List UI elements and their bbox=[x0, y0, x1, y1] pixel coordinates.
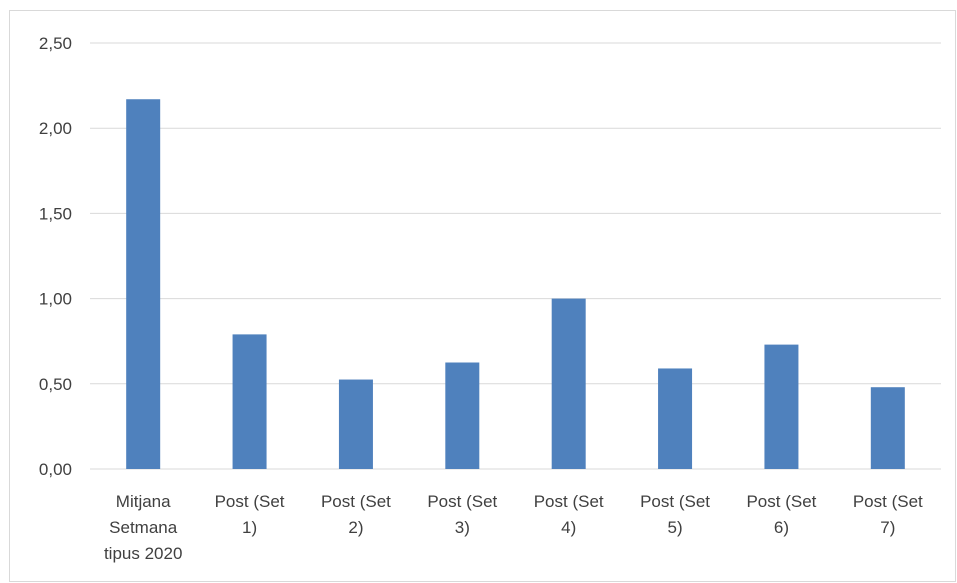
x-category-label: Post (Set 3) bbox=[427, 492, 497, 537]
x-category-label-line: 3) bbox=[455, 518, 470, 537]
x-category-label-line: Setmana bbox=[109, 518, 178, 537]
x-category-label: Post (Set 6) bbox=[746, 492, 816, 537]
bar bbox=[764, 344, 799, 469]
bar bbox=[232, 334, 267, 469]
chart-area: 0,00 0,50 1,00 1,50 2,00 2,50 Mitjana Setmana t… bbox=[9, 10, 956, 582]
y-axis-tick-labels: 0,00 0,50 1,00 1,50 2,00 2,50 bbox=[39, 34, 72, 479]
bar bbox=[870, 387, 905, 469]
bar bbox=[658, 368, 693, 469]
x-category-label-line: 4) bbox=[561, 518, 576, 537]
y-tick-label: 2,50 bbox=[39, 34, 72, 53]
x-category-label: Mitjana Setmana tipus 2020 bbox=[104, 492, 182, 563]
x-category-label: Post (Set 1) bbox=[215, 492, 285, 537]
y-tick-label: 2,00 bbox=[39, 119, 72, 138]
x-category-label-line: Mitjana bbox=[116, 492, 171, 511]
x-category-label-line: Post (Set bbox=[746, 492, 816, 511]
y-tick-label: 0,00 bbox=[39, 460, 72, 479]
bar bbox=[551, 298, 586, 469]
x-category-label-line: Post (Set bbox=[640, 492, 710, 511]
x-category-label: Post (Set 4) bbox=[534, 492, 604, 537]
x-category-label: Post (Set 5) bbox=[640, 492, 710, 537]
x-category-label-line: 2) bbox=[348, 518, 363, 537]
x-category-label-line: Post (Set bbox=[321, 492, 391, 511]
x-category-label-line: Post (Set bbox=[215, 492, 285, 511]
bars bbox=[126, 99, 905, 470]
x-category-label-line: Post (Set bbox=[534, 492, 604, 511]
bar bbox=[445, 362, 480, 469]
bar bbox=[338, 379, 373, 469]
x-category-label-line: 7) bbox=[880, 518, 895, 537]
x-category-label-line: 1) bbox=[242, 518, 257, 537]
y-tick-label: 1,50 bbox=[39, 204, 72, 223]
x-category-label-line: 5) bbox=[668, 518, 683, 537]
y-tick-label: 1,00 bbox=[39, 290, 72, 309]
x-category-label-line: Post (Set bbox=[853, 492, 923, 511]
x-category-label: Post (Set 2) bbox=[321, 492, 391, 537]
x-category-label: Post (Set 7) bbox=[853, 492, 923, 537]
x-category-label-line: 6) bbox=[774, 518, 789, 537]
bar-chart: 0,00 0,50 1,00 1,50 2,00 2,50 Mitjana Setmana t… bbox=[39, 34, 941, 563]
x-category-label-line: Post (Set bbox=[427, 492, 497, 511]
y-tick-label: 0,50 bbox=[39, 375, 72, 394]
bar bbox=[126, 99, 161, 470]
x-category-label-line: tipus 2020 bbox=[104, 544, 182, 563]
gridlines bbox=[90, 42, 941, 470]
